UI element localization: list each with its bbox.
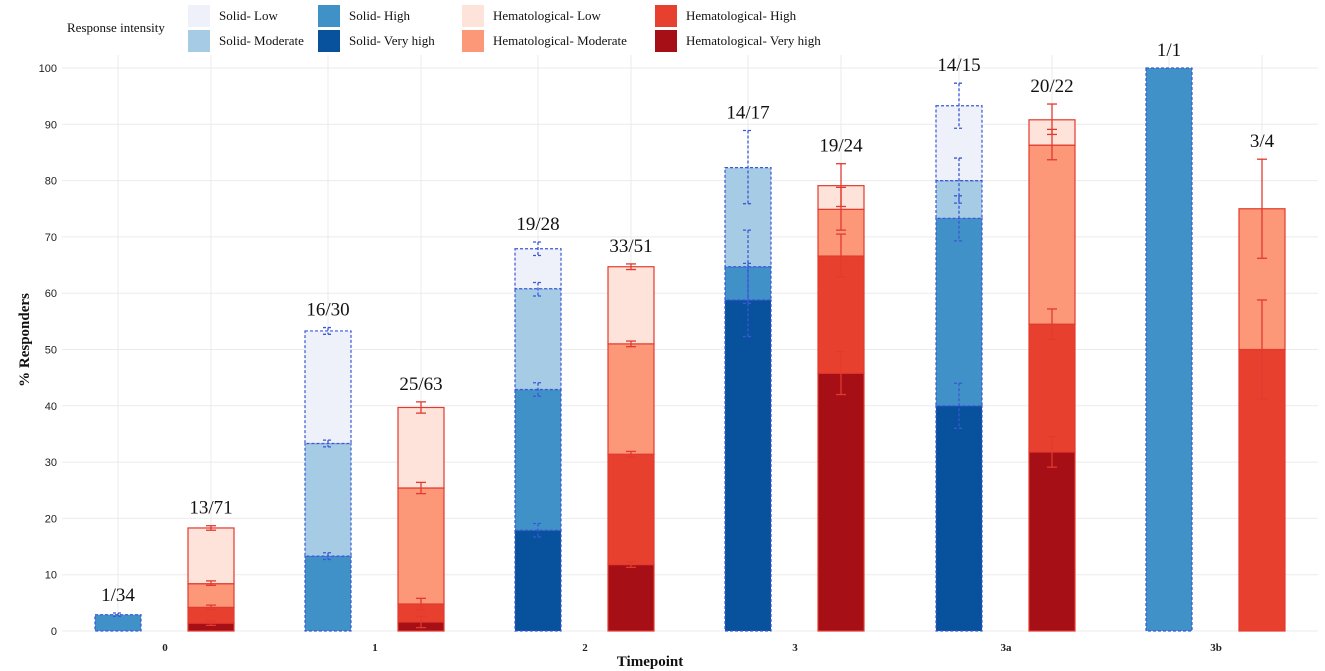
- legend-label: Solid- Low: [219, 8, 278, 23]
- bar-segment: [397, 487, 445, 605]
- y-tick-labels: 0 10 20 30 40 50 60 70 80 90 100: [39, 63, 57, 638]
- legend: Solid- Low Solid- Moderate Solid- High Soli…: [188, 5, 821, 52]
- ratio-label: 1/34: [101, 585, 135, 606]
- bar-segment: [94, 614, 142, 632]
- legend-swatch: [655, 30, 677, 52]
- bar-segment: [607, 266, 655, 345]
- bar-segment: [607, 343, 655, 455]
- bar-segment: [304, 330, 352, 445]
- bar-segment: [1028, 451, 1076, 632]
- legend-swatch: [188, 30, 210, 52]
- ratio-label: 19/28: [516, 214, 559, 235]
- x-tick-label: 1: [372, 642, 378, 654]
- y-tick-label: 90: [45, 119, 57, 131]
- bar-segment: [607, 453, 655, 566]
- y-axis-title: % Responders: [17, 293, 33, 387]
- ratio-label: 14/15: [937, 55, 980, 76]
- bar-segment: [1028, 144, 1076, 325]
- legend-swatch: [462, 5, 484, 27]
- ratio-label: 3/4: [1250, 131, 1275, 152]
- y-tick-label: 100: [39, 63, 57, 75]
- x-tick-labels: 0 1 2 3 3a 3b: [162, 642, 1222, 654]
- ratio-label: 1/1: [1157, 40, 1181, 61]
- x-tick-label: 0: [162, 642, 168, 654]
- x-tick-label: 3: [792, 642, 798, 654]
- legend-swatch: [462, 30, 484, 52]
- bar-segment: [514, 288, 562, 391]
- ratio-label: 16/30: [306, 300, 349, 321]
- legend-swatch: [318, 5, 340, 27]
- error-bars: [113, 82, 1267, 629]
- y-tick-label: 60: [45, 288, 57, 300]
- legend-swatch: [188, 5, 210, 27]
- x-tick-label: 2: [582, 642, 588, 654]
- legend-label: Hematological- Very high: [686, 33, 821, 48]
- bar-segment: [187, 527, 235, 585]
- bar-segment: [935, 405, 983, 632]
- ratio-labels: 1/34 16/30 19/28 14/17 14/15 1/1 13/71 25/63 33/…: [101, 40, 1275, 606]
- y-tick-label: 20: [45, 513, 57, 525]
- legend-label: Solid- Very high: [349, 33, 435, 48]
- legend-label: Solid- High: [349, 8, 411, 23]
- bar-segment: [724, 299, 772, 632]
- legend-label: Solid- Moderate: [219, 33, 304, 48]
- x-axis-title: Timepoint: [617, 654, 683, 670]
- y-tick-label: 70: [45, 232, 57, 244]
- bar-segment: [514, 388, 562, 531]
- bar-segment: [514, 529, 562, 632]
- y-tick-label: 50: [45, 345, 57, 357]
- bar-segment: [607, 563, 655, 632]
- y-tick-label: 30: [45, 457, 57, 469]
- legend-label: Hematological- Low: [493, 8, 602, 23]
- bar-segment: [304, 442, 352, 557]
- bar-segment: [397, 406, 445, 489]
- grid-lines: [62, 55, 1318, 632]
- y-tick-label: 40: [45, 401, 57, 413]
- legend-label: Hematological- High: [686, 8, 797, 23]
- legend-title: Response intensity: [67, 20, 165, 35]
- bar-segment: [304, 555, 352, 632]
- legend-swatch: [318, 30, 340, 52]
- ratio-label: 25/63: [399, 374, 442, 395]
- legend-swatch: [655, 5, 677, 27]
- y-tick-label: 10: [45, 570, 57, 582]
- bar-segment: [1028, 323, 1076, 453]
- x-tick-label: 3b: [1210, 642, 1222, 654]
- bars: [94, 67, 1286, 632]
- ratio-label: 20/22: [1030, 76, 1073, 97]
- bar-segment: [817, 372, 865, 632]
- legend-label: Hematological- Moderate: [493, 33, 627, 48]
- x-tick-label: 3a: [1001, 642, 1013, 654]
- ratio-label: 14/17: [726, 102, 769, 123]
- y-tick-label: 0: [51, 626, 57, 638]
- bar-segment: [187, 583, 235, 608]
- bar-segment: [935, 217, 983, 407]
- bar-segment: [1145, 67, 1193, 632]
- ratio-label: 13/71: [189, 498, 232, 519]
- ratio-label: 19/24: [819, 136, 863, 157]
- ratio-label: 33/51: [609, 236, 652, 257]
- y-tick-label: 80: [45, 176, 57, 188]
